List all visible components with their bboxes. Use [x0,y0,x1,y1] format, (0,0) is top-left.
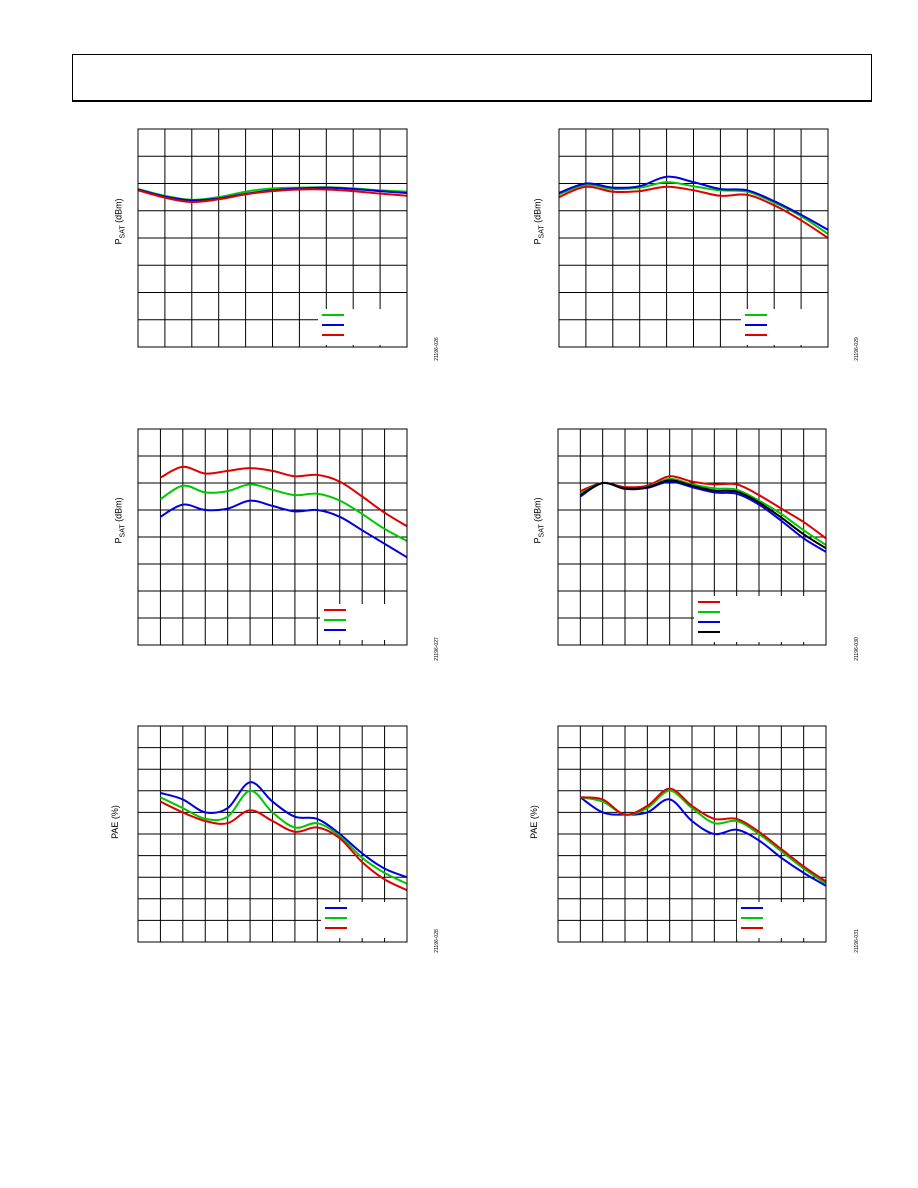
series-line-1 [579,475,827,540]
plot-frame [557,428,827,646]
y-axis-label-unit: (dBm) [532,497,543,525]
y-axis-label: PSAT (dBm) [113,198,126,244]
y-axis-label-unit: (dBm) [113,497,124,525]
plot-frame [137,428,408,646]
y-axis-label: PAE (%) [529,805,539,839]
figure-id: 21196-026 [433,337,440,361]
series-line-2 [558,175,829,231]
plot-frame [558,128,829,348]
series-line-3 [137,188,408,204]
y-axis-label-subscript: SAT [119,524,127,538]
series-line-4 [579,479,827,550]
series-line-2 [159,483,408,542]
series-line-2 [159,789,408,885]
figure-id: 21196-027 [433,637,440,661]
series-line-1 [160,781,408,879]
series-line-2 [580,789,827,885]
series-line-1 [558,181,829,235]
y-axis-label-main: PAE (%) [109,805,120,839]
figure-id: 21196-029 [853,337,860,361]
plot-frame [137,725,408,943]
y-axis-label-main: P [532,537,543,544]
y-axis-label-subscript: SAT [538,225,546,239]
y-axis-label: PSAT (dBm) [113,497,126,543]
figure-id: 21196-031 [853,929,860,953]
y-axis-label: PSAT (dBm) [532,497,545,543]
page-header-frame [72,54,872,102]
y-axis-label-main: P [113,238,124,245]
plot-frame [557,725,827,943]
series-line-3 [159,499,408,559]
plot-frame [137,128,408,348]
y-axis-label-subscript: SAT [119,225,127,239]
figure-id: 21196-028 [433,929,440,953]
legend-background [694,596,826,642]
series-line-1 [159,465,408,528]
y-axis-label-main: P [532,238,543,245]
y-axis-label-unit: (dBm) [532,198,543,226]
series-line-3 [580,787,827,883]
y-axis-label-unit: (dBm) [113,198,124,226]
figure-id: 21196-030 [853,637,860,661]
y-axis-label: PSAT (dBm) [532,198,545,244]
y-axis-label: PAE (%) [110,805,120,839]
y-axis-label-main: P [113,537,124,544]
series-line-3 [159,800,408,892]
y-axis-label-subscript: SAT [538,524,546,538]
series-line-3 [558,185,829,239]
y-axis-label-main: PAE (%) [528,805,539,839]
